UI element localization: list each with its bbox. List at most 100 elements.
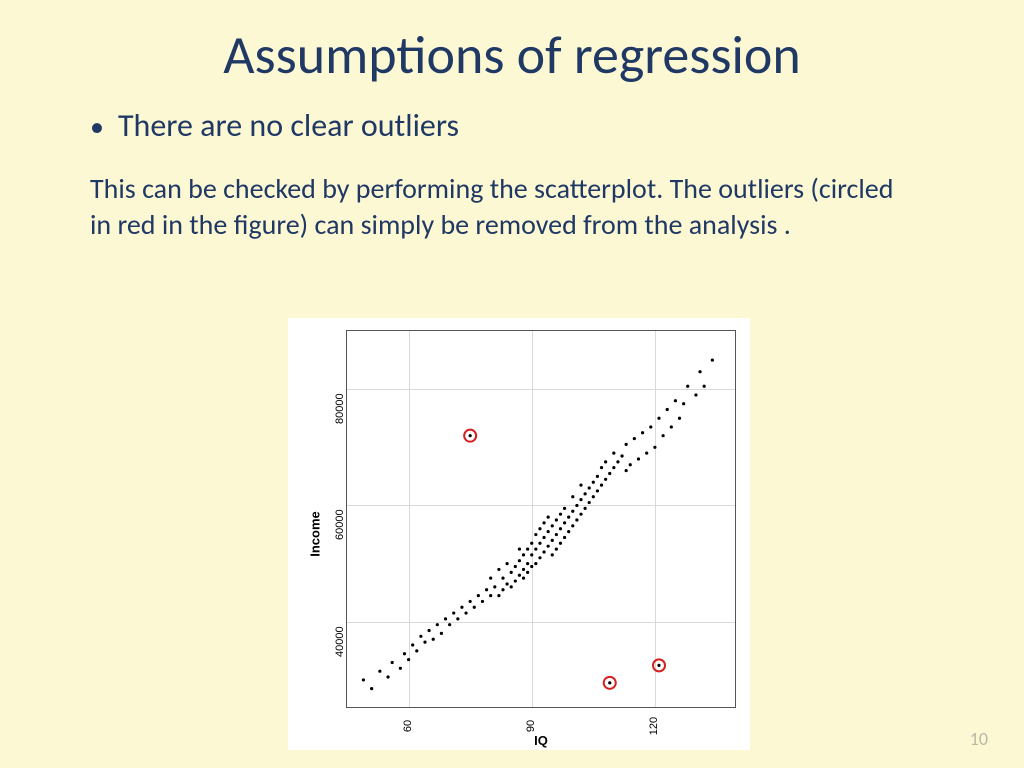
data-point <box>612 466 615 469</box>
data-point <box>571 524 574 527</box>
data-point <box>703 385 706 388</box>
data-point <box>559 513 562 516</box>
data-point <box>526 571 529 574</box>
data-point <box>666 408 669 411</box>
x-tick-label: 120 <box>648 711 660 741</box>
data-point <box>542 550 545 553</box>
data-point <box>575 504 578 507</box>
data-point <box>399 667 402 670</box>
data-point <box>625 443 628 446</box>
data-point <box>530 542 533 545</box>
data-point <box>452 611 455 614</box>
data-point <box>551 553 554 556</box>
data-point <box>506 582 509 585</box>
data-point <box>481 600 484 603</box>
data-point <box>436 623 439 626</box>
data-point <box>444 617 447 620</box>
data-point <box>542 536 545 539</box>
data-point <box>530 565 533 568</box>
data-point <box>571 495 574 498</box>
data-point <box>596 489 599 492</box>
data-point <box>448 623 451 626</box>
data-point <box>510 571 513 574</box>
bullet-text: There are no clear outliers <box>118 106 459 145</box>
data-point <box>432 638 435 641</box>
data-point <box>456 617 459 620</box>
data-point <box>415 649 418 652</box>
data-point <box>522 568 525 571</box>
data-point <box>522 577 525 580</box>
data-point <box>584 507 587 510</box>
data-point <box>637 457 640 460</box>
data-point <box>711 358 714 361</box>
data-point <box>464 611 467 614</box>
plot-area <box>346 330 736 708</box>
data-point <box>506 562 509 565</box>
data-point <box>419 635 422 638</box>
data-point <box>604 478 607 481</box>
data-point <box>657 417 660 420</box>
scatter-svg <box>347 331 737 709</box>
data-point <box>649 425 652 428</box>
data-point <box>633 437 636 440</box>
data-point <box>694 393 697 396</box>
data-point <box>538 556 541 559</box>
data-point <box>592 481 595 484</box>
data-point <box>386 675 389 678</box>
data-point <box>682 402 685 405</box>
data-point <box>518 559 521 562</box>
data-point <box>411 643 414 646</box>
y-tick-label: 80000 <box>334 394 346 424</box>
data-point <box>497 594 500 597</box>
data-point <box>473 606 476 609</box>
data-point <box>534 562 537 565</box>
data-point <box>645 452 648 455</box>
data-point <box>612 452 615 455</box>
data-point <box>616 460 619 463</box>
data-point <box>518 574 521 577</box>
data-point <box>547 545 550 548</box>
slide-number: 10 <box>970 728 988 750</box>
body-paragraph: This can be checked by performing the sc… <box>0 145 1024 243</box>
data-point <box>493 585 496 588</box>
data-point <box>469 434 472 437</box>
data-point <box>440 632 443 635</box>
data-point <box>362 678 365 681</box>
x-tick-label: 90 <box>525 711 537 741</box>
data-point <box>378 670 381 673</box>
data-point <box>555 518 558 521</box>
data-point <box>522 553 525 556</box>
data-point <box>563 521 566 524</box>
data-point <box>657 664 660 667</box>
bullet-dot: • <box>90 113 104 141</box>
data-point <box>600 484 603 487</box>
data-point <box>567 515 570 518</box>
data-point <box>551 539 554 542</box>
data-point <box>559 542 562 545</box>
data-point <box>428 629 431 632</box>
data-point <box>510 585 513 588</box>
data-point <box>608 681 611 684</box>
data-point <box>469 600 472 603</box>
data-point <box>489 577 492 580</box>
data-point <box>514 579 517 582</box>
data-point <box>662 434 665 437</box>
data-point <box>534 547 537 550</box>
data-point <box>625 469 628 472</box>
slide-title: Assumptions of regression <box>0 0 1024 88</box>
data-point <box>530 553 533 556</box>
data-point <box>579 513 582 516</box>
data-point <box>538 527 541 530</box>
data-point <box>563 536 566 539</box>
data-point <box>534 533 537 536</box>
data-point <box>584 492 587 495</box>
data-point <box>641 431 644 434</box>
data-point <box>579 484 582 487</box>
data-point <box>600 466 603 469</box>
data-point <box>559 527 562 530</box>
data-point <box>698 370 701 373</box>
data-point <box>575 518 578 521</box>
y-tick-label: 40000 <box>334 627 346 657</box>
y-axis-label: Income <box>307 511 322 557</box>
data-point <box>563 507 566 510</box>
